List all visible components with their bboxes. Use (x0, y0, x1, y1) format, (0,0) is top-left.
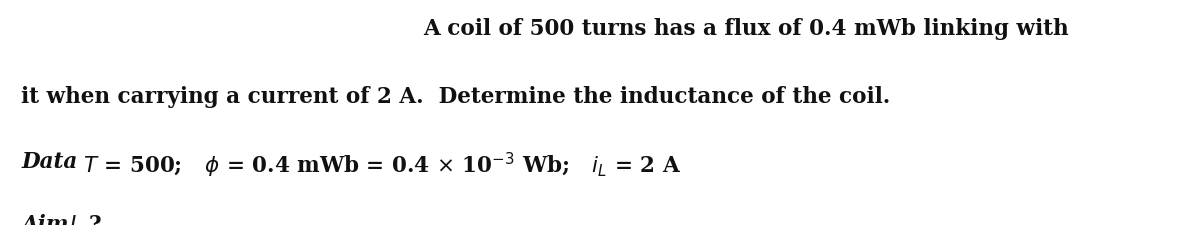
Text: it when carrying a current of 2 A.  Determine the inductance of the coil.: it when carrying a current of 2 A. Deter… (21, 86, 891, 108)
Text: $\mathit{T}$ = 500;   $\phi$ = 0.4 mWb = 0.4 $\times$ 10$^{-3}$ Wb;   $i_L$ = 2 : $\mathit{T}$ = 500; $\phi$ = 0.4 mWb = 0… (83, 151, 681, 180)
Text: Aim: Aim (21, 214, 69, 225)
Text: $\mathit{L}$ ?: $\mathit{L}$ ? (69, 214, 102, 225)
Text: Data: Data (21, 151, 77, 173)
Text: A coil of 500 turns has a flux of 0.4 mWb linking with: A coil of 500 turns has a flux of 0.4 mW… (423, 18, 1068, 40)
